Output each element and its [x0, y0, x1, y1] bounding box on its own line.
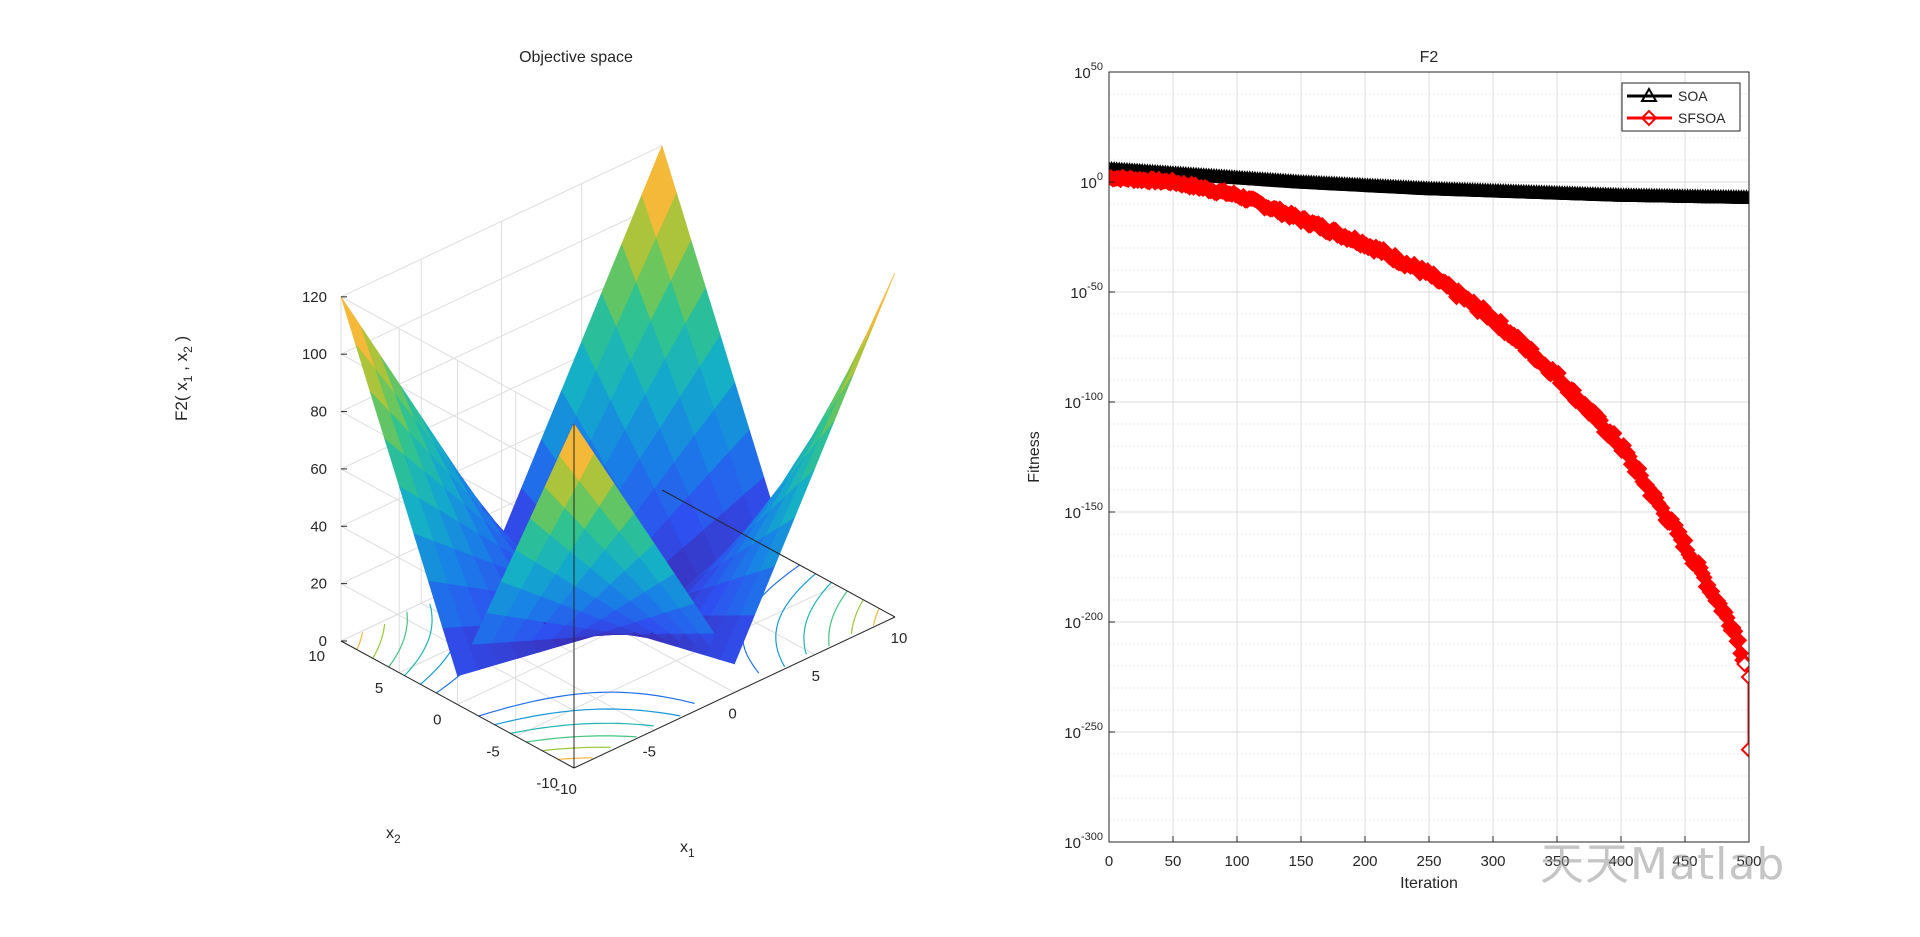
x-tick-label: -10: [555, 781, 577, 798]
surface-patch: [845, 304, 881, 376]
surface-y-label: x2: [386, 825, 401, 846]
x-tick-label: 100: [1224, 853, 1249, 870]
z-tick-label: 100: [302, 346, 327, 363]
contour-line: [828, 590, 848, 647]
legend-sfsoa-marker-icon: [1640, 109, 1658, 127]
contour-line: [872, 608, 880, 626]
x-tick-label: -5: [643, 743, 656, 760]
contour-line: [542, 746, 611, 752]
y-tick-label: 10-50: [1070, 281, 1103, 302]
surface-patch: [820, 370, 856, 438]
x-tick-label: 200: [1352, 853, 1377, 870]
x-tick-label: 50: [1165, 853, 1182, 870]
contour-line: [372, 623, 386, 659]
sfsoa-marker: [1740, 668, 1749, 686]
z-tick-label: 120: [302, 289, 327, 306]
y-axis-line: [340, 640, 575, 769]
x-tick-label: 500: [1736, 853, 1761, 870]
surface-patch: [340, 296, 376, 370]
sfsoa-marker: [1740, 741, 1749, 759]
y-tick-label: 1050: [1074, 61, 1103, 82]
surface-z-label: F2( x1 , x2 ): [172, 336, 195, 421]
x-tick-label: 400: [1608, 853, 1633, 870]
contour-line: [494, 708, 681, 726]
y-tick-label: 0: [433, 712, 441, 729]
y-tick-label: 10-300: [1064, 831, 1103, 852]
convergence-title: F2: [1420, 49, 1439, 66]
contour-line: [478, 691, 695, 717]
x-tick-label: 5: [812, 668, 820, 685]
convergence-y-label: Fitness: [1026, 431, 1043, 483]
contour-line: [850, 599, 864, 635]
surface-mesh: [340, 144, 896, 677]
contour-line: [558, 757, 593, 760]
x-tick-label: 150: [1288, 853, 1313, 870]
convergence-ticks: 0 50 100 150 200 250 300 350 400 450 500 1050 100 10-…: [1064, 61, 1761, 870]
contour-line: [356, 632, 364, 650]
sfsoa-marker: [1736, 655, 1749, 673]
surface-chart: Objective space 020406080100120-10-50510…: [172, 49, 907, 860]
legend: SOA SFSOA: [1621, 82, 1741, 132]
surface-title: Objective space: [519, 49, 633, 66]
contour-line: [388, 611, 408, 668]
y-tick-label: 5: [375, 680, 383, 697]
x-tick-label: 10: [891, 630, 908, 647]
z-tick-label: 60: [310, 461, 327, 478]
y-tick-label: 100: [1080, 171, 1103, 192]
x-tick-label: 450: [1672, 853, 1697, 870]
convergence-chart: F2 0 50 100 150 200 250 300 350 400 450 500 1050 100…: [1026, 49, 1762, 892]
legend-sfsoa-label: SFSOA: [1678, 110, 1726, 126]
contour-line: [803, 581, 832, 655]
surface-x-label: x1: [680, 839, 695, 860]
x-tick-label: 0: [728, 706, 736, 723]
z-tick-label: 40: [310, 518, 327, 535]
surface-patch: [860, 272, 896, 349]
x-axis-line: [661, 489, 896, 618]
z-tick-label: 80: [310, 404, 327, 421]
z-tick-label: 0: [319, 633, 327, 650]
x-tick-label: 350: [1544, 853, 1569, 870]
convergence-x-label: Iteration: [1400, 875, 1458, 892]
surface-patch: [840, 321, 876, 394]
legend-soa-label: SOA: [1678, 88, 1708, 104]
surface-axes: 0 20 40 60 80 100 120 -10 -5 0 5 10 -10 -5 0 5 10: [302, 289, 907, 798]
y-tick-label: 10-200: [1064, 611, 1103, 632]
y-tick-label: -5: [486, 743, 499, 760]
contour-line: [526, 735, 637, 743]
y-tick-label: 10: [308, 648, 325, 665]
y-tick-label: 10-250: [1064, 721, 1103, 742]
convergence-grid: [1108, 71, 1750, 843]
x-tick-label: 0: [1105, 853, 1113, 870]
y-tick-label: 10-100: [1064, 391, 1103, 412]
legend-soa-marker-icon: [1640, 87, 1658, 102]
watermark-text: 天天Matlab: [1540, 839, 1786, 890]
contour-line: [510, 722, 654, 734]
contour-line: [775, 573, 816, 668]
z-tick-label: 20: [310, 576, 327, 593]
soa-marker: [1741, 189, 1749, 204]
y-tick-label: 10-150: [1064, 501, 1103, 522]
legend-box: [1621, 82, 1741, 132]
x-axis-line: [573, 616, 896, 769]
y-tick-label: -10: [536, 775, 558, 792]
contour-line: [404, 603, 433, 677]
convergence-series: [1109, 160, 1749, 759]
x-tick-label: 250: [1416, 853, 1441, 870]
x-tick-label: 300: [1480, 853, 1505, 870]
